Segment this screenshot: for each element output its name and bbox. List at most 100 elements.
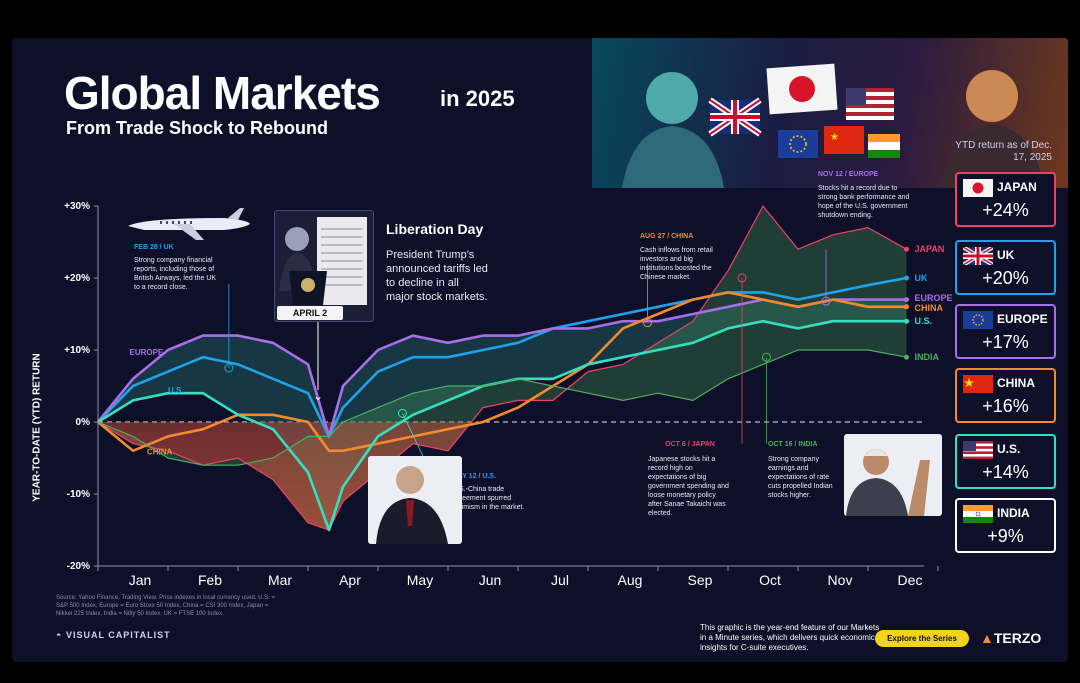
feb-annotation-tag: FEB 28 / UK (134, 244, 174, 251)
card-country-name: UK (997, 248, 1015, 262)
nov-annotation-text-line: Stocks hit a record due to (818, 185, 897, 192)
uk-flag-small (708, 97, 762, 137)
ytd-card-uk: UK +20% (955, 240, 1056, 295)
oct16-annotation-text-line: Strong company (768, 456, 819, 463)
series-line-japan (97, 205, 907, 531)
page-subtitle: From Trade Shock to Rebound (66, 118, 329, 138)
april-2-photo (274, 210, 374, 322)
nov-annotation-tag: NOV 12 / EUROPE (818, 171, 879, 178)
us-flag-small (846, 88, 894, 120)
y-tick-label: +10% (64, 345, 90, 356)
infographic-frame: ★ Global Markets in 2025 From Trade Shoc… (12, 38, 1068, 662)
liberation-day-text-line: President Trump's (386, 249, 475, 261)
chart-series-labels: JAPANUKEUROPECHINAU.S.INDIAEUROPEU.S.CHI… (130, 244, 953, 456)
card-country-name: JAPAN (997, 180, 1037, 194)
leader-portrait-india (846, 449, 930, 516)
oct16-annotation-text: Strong company earnings and expectations o… (768, 456, 833, 499)
source-note: Source: Yahoo Finance, Trading View. Pri… (56, 595, 275, 617)
x-tick-label: Jul (551, 572, 569, 588)
x-tick-label: Jan (129, 572, 152, 588)
y-tick-label: +30% (64, 201, 90, 212)
card-country-name: U.S. (997, 442, 1021, 456)
card-ytd-return: +17% (982, 332, 1029, 352)
uk-flag-icon (961, 245, 995, 267)
series-end-label: JAPAN (915, 244, 945, 254)
may-annotation-text: U.S.-China trade agreement spurred optimis… (452, 486, 524, 511)
india-flag-small (868, 134, 900, 158)
liberation-day-text: President Trump's announced tariffs led to… (386, 249, 488, 303)
oct16-annotation-tag: OCT 16 / INDIA (768, 441, 817, 448)
aug-annotation-text-line: Cash inflows from retail (640, 247, 713, 254)
aug-annotation-text-line: Chinese market. (640, 274, 691, 281)
ytd-card-us: U.S. +14% (955, 434, 1056, 489)
oct16-annotation-text-line: expectations of rate (768, 474, 829, 481)
nov-annotation-text-line: strong bank performance and (818, 194, 910, 201)
card-country-name: INDIA (997, 506, 1030, 520)
feb-annotation-marker (224, 363, 234, 373)
japan-flag-large (766, 63, 838, 115)
x-tick-label: Nov (828, 572, 853, 588)
feb-annotation-text-line: to a record close. (134, 284, 188, 291)
series-line-india (97, 349, 907, 466)
card-country-name: CHINA (997, 376, 1035, 390)
may-annotation-tag: MAY 12 / U.S. (452, 473, 496, 480)
page-title: Global Markets (64, 67, 381, 119)
japan-flag-icon (963, 179, 993, 197)
oct6-annotation-text-line: record high on (648, 465, 693, 472)
liberation-day-text-line: to decline in all (386, 277, 459, 289)
april-2-badge: APRIL 2 (277, 306, 343, 320)
eu-flag-small (778, 130, 818, 158)
oct6-annotation-text-line: expectations of big (648, 474, 706, 481)
may-annotation-text-line: agreement spurred (452, 495, 511, 502)
aug-annotation-text-line: institutions boosted the (640, 265, 712, 272)
y-tick-label: -10% (67, 489, 90, 500)
ytd-card-china: CHINA +16% (955, 368, 1056, 423)
x-tick-label: Mar (268, 572, 292, 588)
nov-annotation-text-line: shutdown ending. (818, 212, 873, 219)
y-tick-label: +20% (64, 273, 90, 284)
series-end-dot (904, 318, 909, 324)
y-tick-label: 0% (76, 417, 91, 428)
nov-annotation-text-line: hope of the U.S. government (818, 203, 908, 210)
terzo-mark-icon: ▲ (980, 630, 994, 646)
series-end-label: UK (915, 273, 928, 283)
feb-annotation-text-line: British Airways, led the UK (134, 275, 216, 282)
oct16-annotation-text-line: stocks higher. (768, 492, 811, 499)
x-tick-label: Feb (198, 572, 222, 588)
liberation-day-text-line: announced tariffs led (386, 263, 488, 275)
ytd-date-note: YTD return as of Dec. 17, 2025 (955, 140, 1052, 163)
series-end-dot (904, 354, 909, 360)
oct6-annotation-text-line: loose monetary policy (648, 492, 716, 499)
oct6-annotation-text-line: government spending and (648, 483, 729, 490)
oct6-annotation-text-line: after Sanae Takaichi was (648, 501, 726, 508)
card-ytd-return: +24% (982, 200, 1029, 220)
x-tick-label: May (407, 572, 433, 588)
y-tick-label: -20% (67, 561, 90, 572)
aug-annotation-text-line: investors and big (640, 256, 693, 263)
card-ytd-return: +20% (982, 268, 1029, 288)
ytd-card-india: INDIA +9% (955, 498, 1056, 553)
x-tick-label: Aug (618, 572, 643, 588)
liberation-day-text-line: major stock markets. (386, 291, 487, 303)
series-line-uk (97, 276, 907, 438)
card-country-name: EUROPE (997, 312, 1048, 326)
series-end-label: U.S. (915, 316, 933, 326)
logo-mark-icon: ◓ (56, 630, 66, 640)
markets-line-chart: +30% +20% +10% 0% -10% -20% Jan Feb Mar Apr May Jun… (64, 171, 953, 588)
aug-annotation-tag: AUG 27 / CHINA (640, 233, 693, 240)
x-tick-label: Apr (339, 572, 361, 588)
ytd-card-europe: EUROPE +17% (955, 304, 1056, 359)
explore-series-button[interactable]: Explore the Series (875, 630, 969, 647)
x-tick-label: Sep (688, 572, 713, 588)
india-leader-photo (844, 434, 942, 516)
china-flag-icon (963, 375, 993, 393)
x-tick-label: Dec (898, 572, 923, 588)
chart-area-fills (98, 206, 907, 530)
us-flag-icon (963, 441, 993, 459)
terzo-logo: ▲TERZO (980, 630, 1042, 646)
area-japan-drawdown (98, 422, 907, 530)
oct16-annotation-text-line: cuts propelled Indian (768, 483, 833, 490)
leader-head-left (646, 72, 698, 124)
liberation-day-title: Liberation Day (386, 221, 483, 237)
may-annotation-text-line: optimism in the market. (452, 504, 524, 511)
